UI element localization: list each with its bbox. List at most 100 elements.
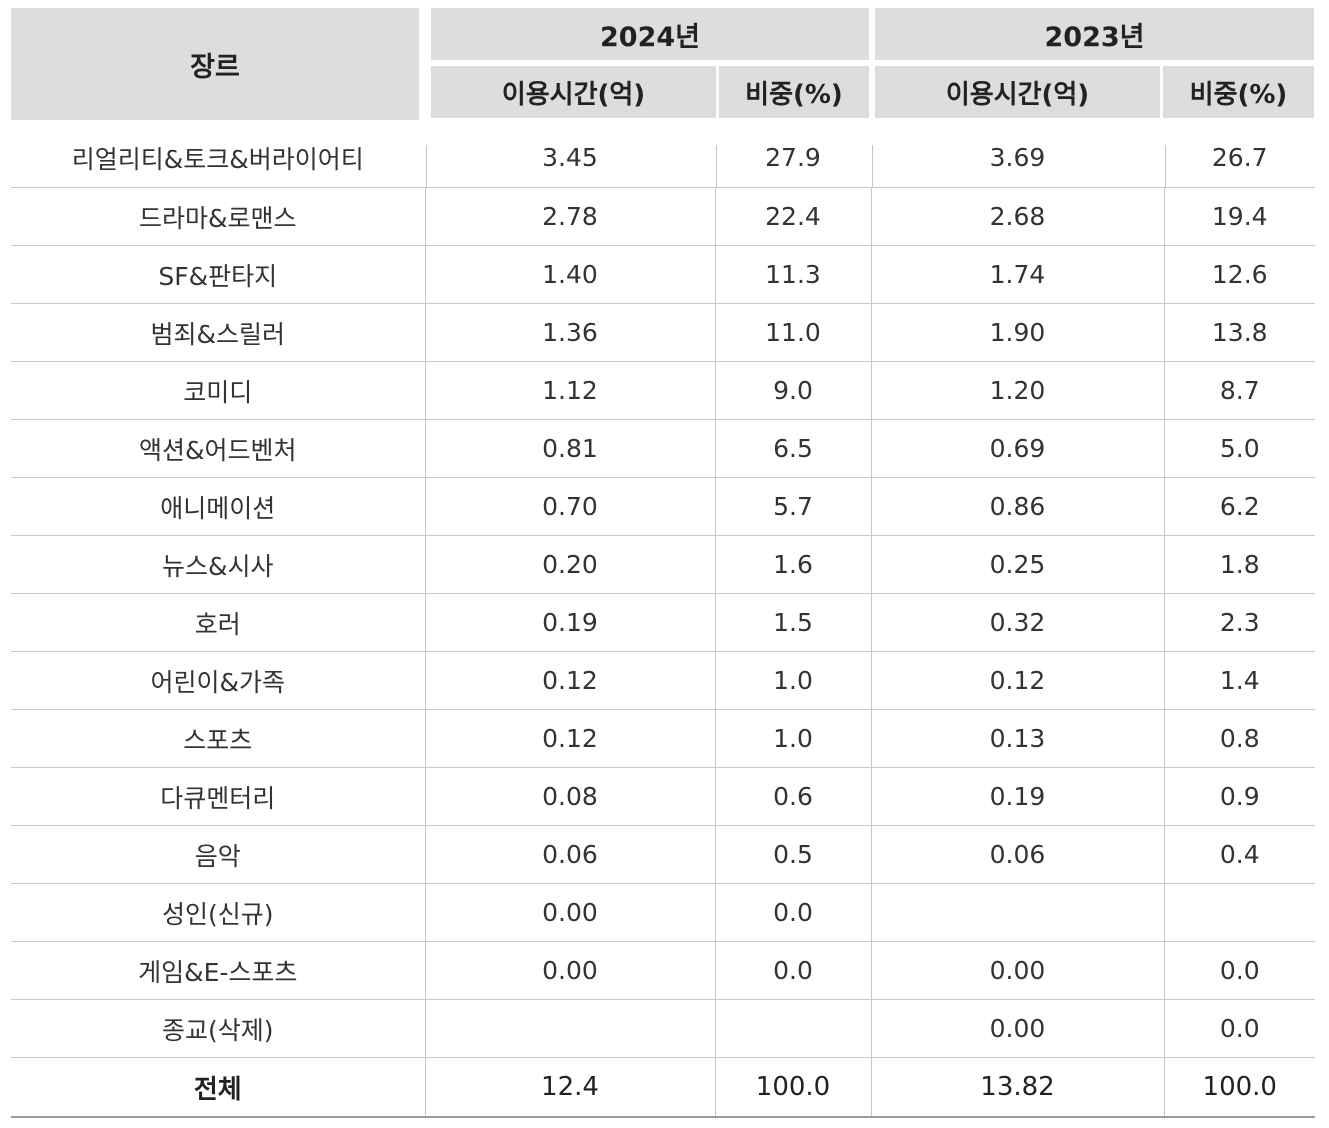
hours-2023-cell: 0.32 xyxy=(870,593,1164,652)
genre-cell: 종교(삭제) xyxy=(11,999,425,1058)
table-row: 액션&어드벤처 0.81 6.5 0.69 5.0 xyxy=(11,419,1315,478)
share-2024-cell: 1.6 xyxy=(714,535,871,594)
hours-2023-cell: 0.06 xyxy=(870,825,1164,884)
total-row: 전체 12.4 100.0 13.82 100.0 xyxy=(11,1057,1315,1118)
genre-cell: 드라마&로맨스 xyxy=(11,187,425,246)
share-2023-cell: 0.8 xyxy=(1163,709,1315,768)
genre-cell: 범죄&스릴러 xyxy=(11,303,425,362)
share-2024-cell: 1.5 xyxy=(714,593,871,652)
share-2024-cell: 6.5 xyxy=(714,419,871,478)
share-2023-cell: 0.0 xyxy=(1163,999,1315,1058)
hours-2023-cell: 0.25 xyxy=(870,535,1164,594)
share-2024-cell: 0.0 xyxy=(714,941,871,1000)
hours-2024-cell: 3.45 xyxy=(425,128,715,188)
table-row: SF&판타지 1.40 11.3 1.74 12.6 xyxy=(11,245,1315,304)
hours-2024-cell: 0.81 xyxy=(424,419,715,478)
hours-2024-cell: 0.12 xyxy=(424,709,715,768)
genre-cell: 호러 xyxy=(11,593,425,652)
share-2023-cell xyxy=(1163,883,1315,942)
genre-cell: 어린이&가족 xyxy=(11,651,425,710)
hours-2023-cell: 3.69 xyxy=(871,128,1164,188)
hours-2023-cell: 0.13 xyxy=(870,709,1164,768)
table-row: 게임&E-스포츠 0.00 0.0 0.00 0.0 xyxy=(11,941,1315,1000)
genre-cell: SF&판타지 xyxy=(11,245,425,304)
share-2024-cell: 11.3 xyxy=(714,245,871,304)
table-row: 어린이&가족 0.12 1.0 0.12 1.4 xyxy=(11,651,1315,710)
hours-2023-cell: 1.74 xyxy=(870,245,1164,304)
table-row: 종교(삭제) 0.00 0.0 xyxy=(11,999,1315,1058)
table-row: 음악 0.06 0.5 0.06 0.4 xyxy=(11,825,1315,884)
hours-2023-header: 이용시간(억) xyxy=(875,66,1160,118)
share-2023-cell: 26.7 xyxy=(1164,128,1315,188)
genre-cell: 액션&어드벤처 xyxy=(11,419,425,478)
share-2023-cell: 1.8 xyxy=(1163,535,1315,594)
share-2023-cell: 6.2 xyxy=(1163,477,1315,536)
table-row: 호러 0.19 1.5 0.32 2.3 xyxy=(11,593,1315,652)
share-2024-cell: 27.9 xyxy=(715,128,871,188)
total-hours-2023-cell: 13.82 xyxy=(870,1057,1164,1118)
table-row: 리얼리티&토크&버라이어티 3.45 27.9 3.69 26.7 xyxy=(11,128,1315,188)
share-2024-cell: 22.4 xyxy=(714,187,871,246)
table-row: 코미디 1.12 9.0 1.20 8.7 xyxy=(11,361,1315,420)
hours-2023-cell: 0.00 xyxy=(870,999,1164,1058)
hours-2024-cell: 1.36 xyxy=(424,303,715,362)
share-2023-cell: 2.3 xyxy=(1163,593,1315,652)
hours-2023-cell: 2.68 xyxy=(870,187,1164,246)
total-hours-2024-cell: 12.4 xyxy=(424,1057,715,1118)
share-2023-cell: 13.8 xyxy=(1163,303,1315,362)
hours-2024-cell: 0.19 xyxy=(424,593,715,652)
hours-2024-cell: 0.00 xyxy=(424,941,715,1000)
genre-cell: 성인(신규) xyxy=(11,883,425,942)
share-2023-header: 비중(%) xyxy=(1163,66,1314,118)
share-2024-cell: 1.0 xyxy=(714,709,871,768)
hours-2023-cell: 0.00 xyxy=(870,941,1164,1000)
hours-2024-cell: 1.40 xyxy=(424,245,715,304)
table-row: 애니메이션 0.70 5.7 0.86 6.2 xyxy=(11,477,1315,536)
table-row: 다큐멘터리 0.08 0.6 0.19 0.9 xyxy=(11,767,1315,826)
genre-cell: 게임&E-스포츠 xyxy=(11,941,425,1000)
share-2023-cell: 1.4 xyxy=(1163,651,1315,710)
hours-2024-cell: 0.70 xyxy=(424,477,715,536)
genre-cell: 다큐멘터리 xyxy=(11,767,425,826)
genre-header: 장르 xyxy=(11,8,419,120)
hours-2023-cell: 0.12 xyxy=(870,651,1164,710)
table-row: 드라마&로맨스 2.78 22.4 2.68 19.4 xyxy=(11,187,1315,246)
share-2024-header: 비중(%) xyxy=(719,66,869,118)
share-2023-cell: 8.7 xyxy=(1163,361,1315,420)
share-2024-cell: 0.6 xyxy=(714,767,871,826)
hours-2024-cell: 0.08 xyxy=(424,767,715,826)
share-2023-cell: 19.4 xyxy=(1163,187,1315,246)
table-row: 성인(신규) 0.00 0.0 xyxy=(11,883,1315,942)
hours-2023-cell: 0.69 xyxy=(870,419,1164,478)
share-2024-cell: 0.0 xyxy=(714,883,871,942)
hours-2024-cell: 2.78 xyxy=(424,187,715,246)
hours-2023-cell: 1.90 xyxy=(870,303,1164,362)
hours-2024-header: 이용시간(억) xyxy=(431,66,716,118)
hours-2024-cell: 0.12 xyxy=(424,651,715,710)
share-2023-cell: 0.0 xyxy=(1163,941,1315,1000)
total-share-2024-cell: 100.0 xyxy=(714,1057,871,1118)
total-genre-cell: 전체 xyxy=(11,1057,425,1118)
year-2024-header: 2024년 xyxy=(431,8,869,60)
share-2023-cell: 12.6 xyxy=(1163,245,1315,304)
year-2023-header: 2023년 xyxy=(875,8,1314,60)
hours-2023-cell: 0.86 xyxy=(870,477,1164,536)
genre-usage-table: 리얼리티&토크&버라이어티 3.45 27.9 3.69 26.7 드라마&로맨스 2.78… xyxy=(11,128,1315,1118)
genre-cell: 음악 xyxy=(11,825,425,884)
total-share-2023-cell: 100.0 xyxy=(1163,1057,1315,1118)
hours-2023-cell: 0.19 xyxy=(870,767,1164,826)
genre-cell: 리얼리티&토크&버라이어티 xyxy=(11,128,425,188)
hours-2024-cell: 1.12 xyxy=(424,361,715,420)
share-2024-cell: 5.7 xyxy=(714,477,871,536)
genre-cell: 코미디 xyxy=(11,361,425,420)
table-row: 뉴스&시사 0.20 1.6 0.25 1.8 xyxy=(11,535,1315,594)
share-2024-cell: 9.0 xyxy=(714,361,871,420)
share-2024-cell: 0.5 xyxy=(714,825,871,884)
share-2023-cell: 5.0 xyxy=(1163,419,1315,478)
hours-2024-cell: 0.06 xyxy=(424,825,715,884)
share-2023-cell: 0.9 xyxy=(1163,767,1315,826)
genre-cell: 스포츠 xyxy=(11,709,425,768)
hours-2024-cell: 0.00 xyxy=(424,883,715,942)
genre-cell: 뉴스&시사 xyxy=(11,535,425,594)
table-row: 범죄&스릴러 1.36 11.0 1.90 13.8 xyxy=(11,303,1315,362)
